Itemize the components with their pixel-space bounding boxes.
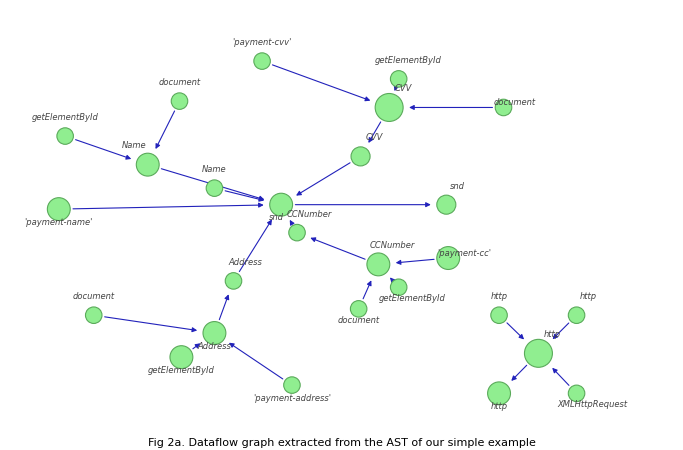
Circle shape (351, 147, 370, 166)
Circle shape (270, 193, 292, 216)
Text: http: http (544, 330, 561, 339)
Circle shape (437, 195, 456, 214)
Circle shape (375, 94, 403, 122)
Circle shape (57, 128, 73, 144)
Text: 'payment-cvv': 'payment-cvv' (232, 38, 292, 47)
Circle shape (206, 180, 223, 196)
Text: document: document (494, 99, 536, 108)
Circle shape (491, 307, 507, 324)
Circle shape (170, 346, 193, 369)
Text: document: document (72, 292, 115, 301)
Text: document: document (337, 316, 380, 325)
Text: CVV: CVV (366, 133, 383, 142)
Circle shape (283, 377, 301, 393)
Circle shape (391, 279, 407, 296)
Text: 'payment-cc': 'payment-cc' (437, 249, 491, 258)
Text: Fig 2a. Dataflow graph extracted from the AST of our simple example: Fig 2a. Dataflow graph extracted from th… (148, 438, 535, 448)
Circle shape (171, 93, 188, 109)
Circle shape (350, 301, 367, 317)
Text: Name: Name (122, 141, 146, 150)
Circle shape (568, 385, 585, 401)
Circle shape (488, 382, 510, 405)
Text: getElementById: getElementById (379, 294, 446, 303)
Circle shape (525, 339, 553, 367)
Text: 'payment-name': 'payment-name' (25, 218, 93, 227)
Text: 'payment-address': 'payment-address' (253, 394, 331, 403)
Circle shape (568, 307, 585, 324)
Circle shape (367, 253, 390, 276)
Text: XMLHttpRequest: XMLHttpRequest (557, 400, 628, 409)
Text: CVV: CVV (395, 85, 412, 94)
Text: getElementById: getElementById (31, 113, 98, 122)
Circle shape (495, 99, 512, 116)
Circle shape (47, 198, 70, 220)
Text: CCNumber: CCNumber (370, 241, 415, 250)
Circle shape (85, 307, 102, 324)
Text: http: http (579, 292, 596, 301)
Text: getElementById: getElementById (148, 366, 215, 375)
Circle shape (203, 322, 226, 344)
Text: Address: Address (228, 258, 262, 267)
Text: Name: Name (202, 165, 227, 174)
Text: http: http (490, 292, 507, 301)
Text: getElementById: getElementById (375, 56, 442, 65)
Text: http: http (490, 402, 507, 411)
Text: snd: snd (450, 182, 465, 191)
Text: document: document (158, 78, 201, 87)
Circle shape (437, 247, 460, 270)
Circle shape (391, 71, 407, 87)
Circle shape (225, 273, 242, 289)
Text: Address: Address (197, 342, 232, 351)
Text: CCNumber: CCNumber (287, 210, 333, 219)
Circle shape (137, 153, 159, 176)
Circle shape (289, 225, 305, 241)
Circle shape (254, 53, 270, 69)
Text: snd: snd (268, 213, 283, 222)
